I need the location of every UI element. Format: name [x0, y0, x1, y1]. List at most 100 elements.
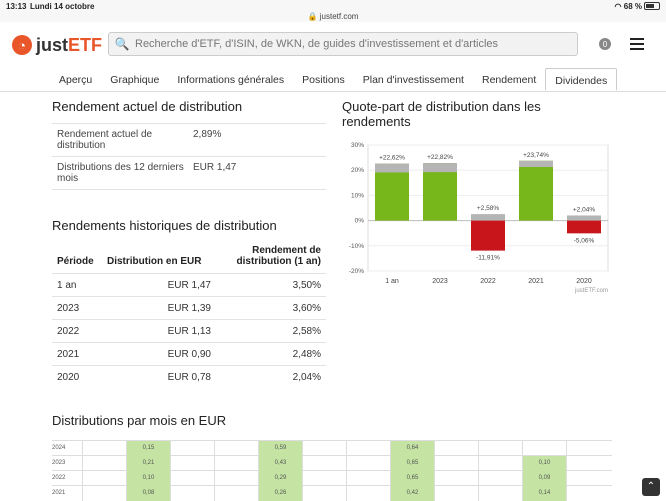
history-period: 2022	[52, 319, 102, 343]
monthly-row: 2021 0,08 0,26 0,42 0,14	[52, 485, 612, 501]
monthly-cell: 0,08	[126, 485, 170, 501]
status-right: ◠ 68 %	[615, 2, 660, 11]
current-yield-title: Rendement actuel de distribution	[52, 99, 243, 114]
status-bar: 13:13 Lundi 14 octobre 🔒 justetf.com ◠ 6…	[0, 0, 666, 22]
total-return-bar	[567, 220, 601, 234]
monthly-row: 2023 0,21 0,43 0,65 0,10	[52, 455, 612, 471]
monthly-year: 2023	[52, 460, 66, 466]
tab-apercu[interactable]: Aperçu	[59, 74, 93, 86]
history-distribution: EUR 0,90	[102, 342, 216, 366]
tab-positions[interactable]: Positions	[302, 74, 345, 86]
notification-badge[interactable]: 0	[599, 38, 611, 50]
distribution-bar	[471, 214, 505, 221]
history-yield: 2,04%	[216, 365, 326, 389]
address-bar[interactable]: 🔒 justetf.com	[0, 12, 666, 21]
history-yield: 3,50%	[216, 273, 326, 297]
scroll-top-button[interactable]: ⌃	[642, 478, 660, 496]
monthly-year: 2024	[52, 445, 66, 451]
tab-graphique[interactable]: Graphique	[110, 74, 160, 86]
monthly-cell	[170, 455, 214, 471]
col-header-distribution: Distribution en EUR	[107, 256, 202, 267]
monthly-cell	[302, 440, 346, 456]
monthly-table: 2024 0,15 0,59 0,64 2023 0,21 0,43 0,65 0,10 2022…	[52, 440, 612, 501]
x-tick-label: 2023	[432, 278, 448, 285]
history-period: 2021	[52, 342, 102, 366]
monthly-cell: 0,21	[126, 455, 170, 471]
monthly-cell: 0,26	[258, 485, 302, 501]
history-row: 2023 EUR 1,39 3,60%	[52, 296, 326, 320]
kv-row: Distributions des 12 derniers mois EUR 1…	[52, 157, 326, 190]
menu-icon[interactable]	[630, 38, 644, 50]
history-row: 2020 EUR 0,78 2,04%	[52, 365, 326, 389]
chart-section: Quote-part de distribution dans les rend…	[342, 99, 612, 129]
y-tick-label: -20%	[349, 268, 364, 275]
battery-icon	[644, 2, 660, 10]
monthly-cell	[522, 440, 566, 456]
monthly-cell: 0,09	[522, 470, 566, 486]
monthly-cell	[170, 440, 214, 456]
distribution-bar	[375, 163, 409, 173]
kv-label: Rendement actuel de distribution	[57, 129, 153, 151]
monthly-cell	[566, 440, 610, 456]
data-label: -5,06%	[574, 237, 595, 244]
monthly-cell	[170, 470, 214, 486]
x-tick-label: 2021	[528, 278, 544, 285]
y-tick-label: 10%	[351, 192, 364, 199]
monthly-row: 2024 0,15 0,59 0,64	[52, 440, 612, 456]
monthly-cell	[82, 455, 126, 471]
monthly-cell	[478, 440, 522, 456]
monthly-cell: 0,59	[258, 440, 302, 456]
lock-icon: 🔒	[307, 12, 318, 21]
history-title: Rendements historiques de distribution	[52, 218, 277, 233]
data-label: +23,74%	[523, 152, 549, 159]
monthly-year: 2022	[52, 475, 66, 481]
monthly-cell	[346, 485, 390, 501]
url-text: justetf.com	[319, 12, 359, 21]
tab-dividendes[interactable]: Dividendes	[545, 68, 618, 91]
battery-percent: 68 %	[623, 2, 642, 11]
col-header-period: Période	[57, 256, 94, 267]
x-tick-label: 2020	[576, 278, 592, 285]
status-time: 13:13	[6, 2, 27, 11]
monthly-cell: 0,65	[390, 455, 434, 471]
monthly-cell	[82, 470, 126, 486]
history-period: 2020	[52, 365, 102, 389]
monthly-cell	[434, 455, 478, 471]
data-label: +2,58%	[477, 205, 499, 212]
monthly-cell	[566, 485, 610, 501]
data-label: -11,91%	[476, 255, 500, 262]
total-return-bar	[423, 163, 457, 221]
justetf-logo[interactable]: ◔ justETF	[12, 34, 102, 56]
monthly-cell	[302, 485, 346, 501]
total-return-bar	[519, 160, 553, 221]
logo-suffix: ETF	[68, 34, 103, 55]
tab-plan[interactable]: Plan d'investissement	[362, 74, 464, 86]
monthly-cell	[434, 470, 478, 486]
history-row: 1 an EUR 1,47 3,50%	[52, 273, 326, 297]
chart-title: Quote-part de distribution dans les rend…	[342, 99, 541, 129]
monthly-cell	[302, 470, 346, 486]
monthly-cell	[346, 440, 390, 456]
tab-informations[interactable]: Informations générales	[177, 74, 285, 86]
history-yield: 2,48%	[216, 342, 326, 366]
search-icon: 🔍	[114, 37, 130, 51]
history-row: 2021 EUR 0,90 2,48%	[52, 342, 326, 366]
distribution-bar	[423, 163, 457, 173]
monthly-cell: 0,65	[390, 470, 434, 486]
tab-rendement[interactable]: Rendement	[481, 74, 537, 86]
kv-row: Rendement actuel de distribution 2,89%	[52, 124, 326, 157]
monthly-section: Distributions par mois en EUR	[52, 413, 226, 428]
x-tick-label: 1 an	[385, 278, 399, 285]
total-return-bar	[375, 163, 409, 221]
history-yield: 3,60%	[216, 296, 326, 320]
chart-source: justETF.com	[574, 288, 608, 294]
monthly-year: 2021	[52, 490, 66, 496]
monthly-row: 2022 0,10 0,29 0,65 0,09	[52, 470, 612, 486]
search-input[interactable]: 🔍 Recherche d'ETF, d'ISIN, de WKN, de gu…	[108, 32, 578, 56]
y-tick-label: 0%	[355, 218, 365, 225]
monthly-cell	[346, 470, 390, 486]
monthly-cell	[214, 440, 258, 456]
monthly-cell	[434, 485, 478, 501]
monthly-cell	[214, 470, 258, 486]
history-yield: 2,58%	[216, 319, 326, 343]
